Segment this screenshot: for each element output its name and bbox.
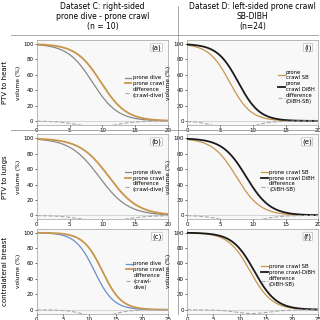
Y-axis label: volume (%): volume (%) bbox=[16, 254, 21, 288]
Legend: prone crawl SB, prone crawl-DiBH, difference
(DiBH-SB): prone crawl SB, prone crawl-DiBH, differ… bbox=[260, 263, 316, 288]
X-axis label: distance (cm): distance (cm) bbox=[233, 135, 273, 140]
Legend: prone dive, prone crawl, difference
(crawl-dive): prone dive, prone crawl, difference (cra… bbox=[124, 169, 165, 193]
Text: PTV to heart: PTV to heart bbox=[2, 61, 8, 104]
Text: (e): (e) bbox=[302, 139, 312, 145]
Y-axis label: volume (%): volume (%) bbox=[166, 254, 172, 288]
Legend: prone
crawl SB, prone
crawl DiBH, difference
(DiBH-SB): prone crawl SB, prone crawl DiBH, differ… bbox=[277, 68, 316, 105]
Text: (c): (c) bbox=[152, 233, 162, 240]
Y-axis label: volume (%): volume (%) bbox=[16, 65, 21, 100]
Y-axis label: volume (%): volume (%) bbox=[166, 65, 172, 100]
Text: contralateral breast: contralateral breast bbox=[2, 236, 8, 306]
Text: Dataset C: right-sided
prone dive - prone crawl
(n = 10): Dataset C: right-sided prone dive - pron… bbox=[56, 2, 149, 31]
X-axis label: distance (cm): distance (cm) bbox=[233, 229, 273, 235]
X-axis label: distance (cm): distance (cm) bbox=[82, 229, 123, 235]
Text: (f): (f) bbox=[304, 233, 312, 240]
Text: PTV to lungs: PTV to lungs bbox=[2, 155, 8, 199]
X-axis label: distance (cm): distance (cm) bbox=[82, 135, 123, 140]
Legend: prone dive, prone crawl, difference
(crawl-
dive): prone dive, prone crawl, difference (cra… bbox=[124, 260, 165, 291]
Text: (i): (i) bbox=[304, 44, 312, 51]
Legend: prone dive, prone crawl, difference
(crawl-dive): prone dive, prone crawl, difference (cra… bbox=[124, 74, 165, 99]
Y-axis label: volume (%): volume (%) bbox=[16, 160, 21, 194]
Legend: prone crawl SB, prone crawl DiBH, difference
(DiBH-SB): prone crawl SB, prone crawl DiBH, differ… bbox=[260, 169, 316, 193]
Text: (a): (a) bbox=[152, 44, 162, 51]
Text: Dataset D: left-sided prone crawl
SB-DIBH
(n=24): Dataset D: left-sided prone crawl SB-DIB… bbox=[189, 2, 316, 31]
Text: (b): (b) bbox=[152, 139, 162, 145]
Y-axis label: volume (%): volume (%) bbox=[166, 160, 172, 194]
